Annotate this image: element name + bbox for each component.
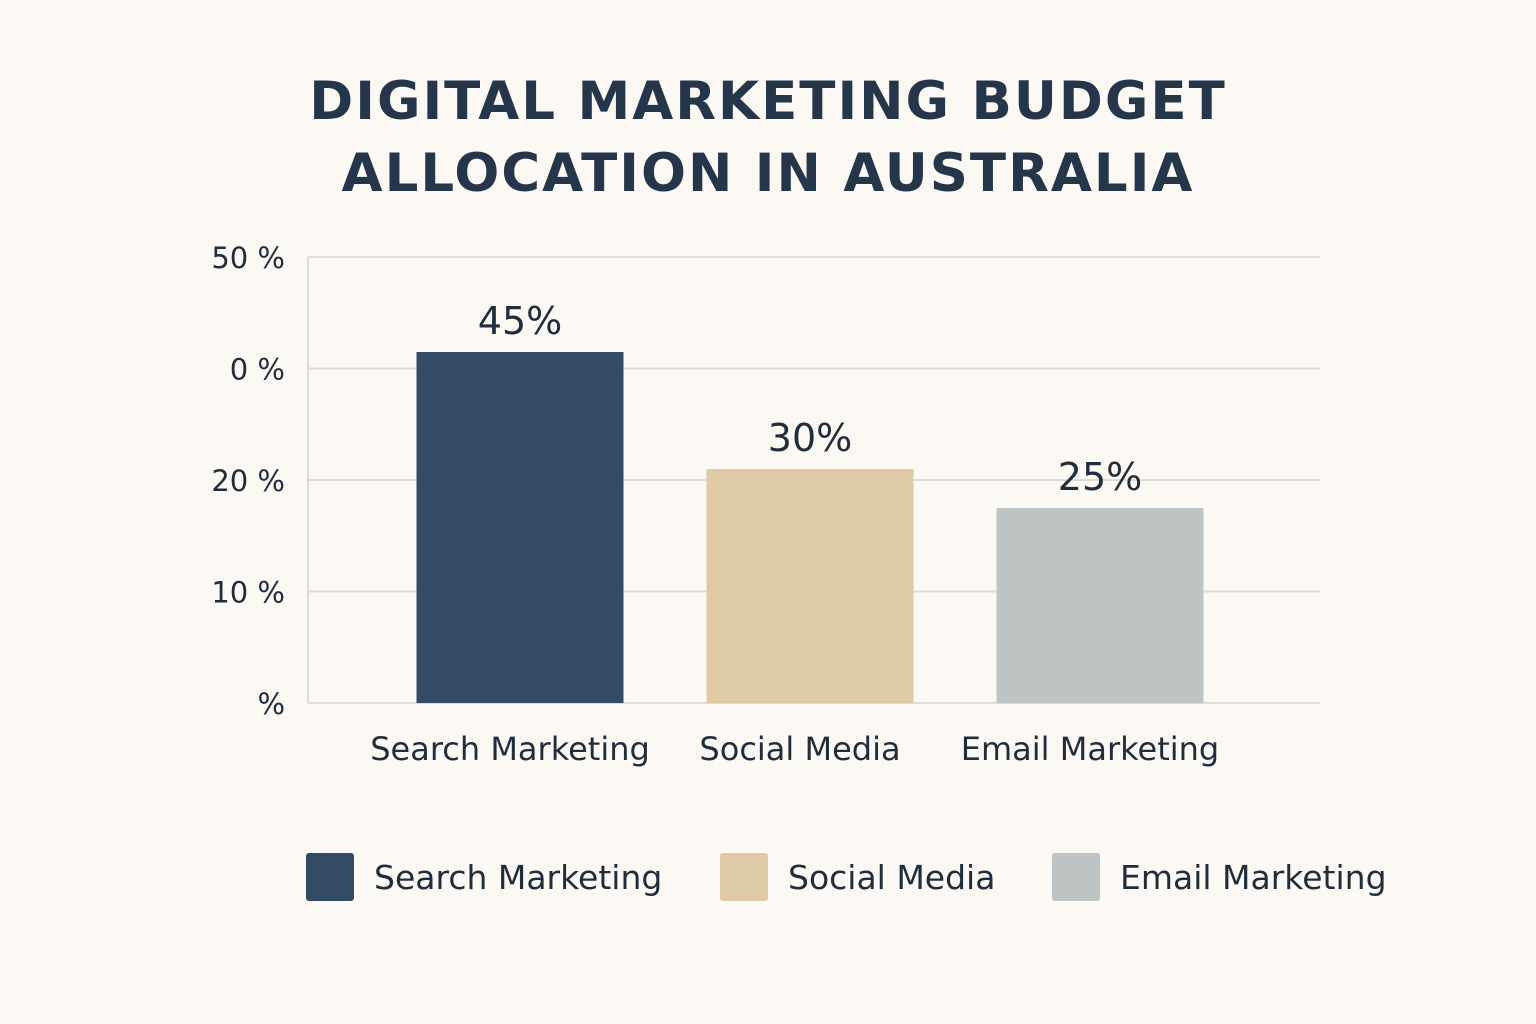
chart-title: DIGITAL MARKETING BUDGET ALLOCATION IN A… [0,66,1536,210]
legend-swatch-search-marketing [306,853,354,901]
y-tick-label: % [257,687,285,721]
legend-label-search-marketing: Search Marketing [374,857,663,897]
x-tick-label-email-marketing: Email Marketing [961,730,1219,768]
legend-item-social-media: Social Media [720,852,995,902]
data-label-search-marketing: 45% [478,299,562,343]
legend-item-search-marketing: Search Marketing [306,852,662,902]
chart-title-line-1: DIGITAL MARKETING BUDGET [309,71,1227,132]
chart-title-line-2: ALLOCATION IN AUSTRALIA [341,143,1195,204]
legend-label-social-media: Social Media [788,857,996,897]
x-tick-label-search-marketing: Search Marketing [370,730,650,768]
legend-swatch-social-media [720,853,768,901]
bar-search-marketing [416,352,624,703]
legend-item-email-marketing: Email Marketing [1052,852,1387,902]
y-tick-label: 10 % [211,576,285,610]
bar-social-media [706,469,914,703]
legend-swatch-email-marketing [1052,853,1100,901]
y-tick-label: 50 % [211,241,285,275]
data-label-email-marketing: 25% [1058,455,1142,499]
y-tick-label: 0 % [230,353,285,387]
x-tick-label-social-media: Social Media [699,730,900,768]
y-tick-label: 20 % [211,464,285,498]
data-label-social-media: 30% [768,416,852,460]
bar-email-marketing [996,508,1204,703]
legend-label-email-marketing: Email Marketing [1120,857,1387,897]
